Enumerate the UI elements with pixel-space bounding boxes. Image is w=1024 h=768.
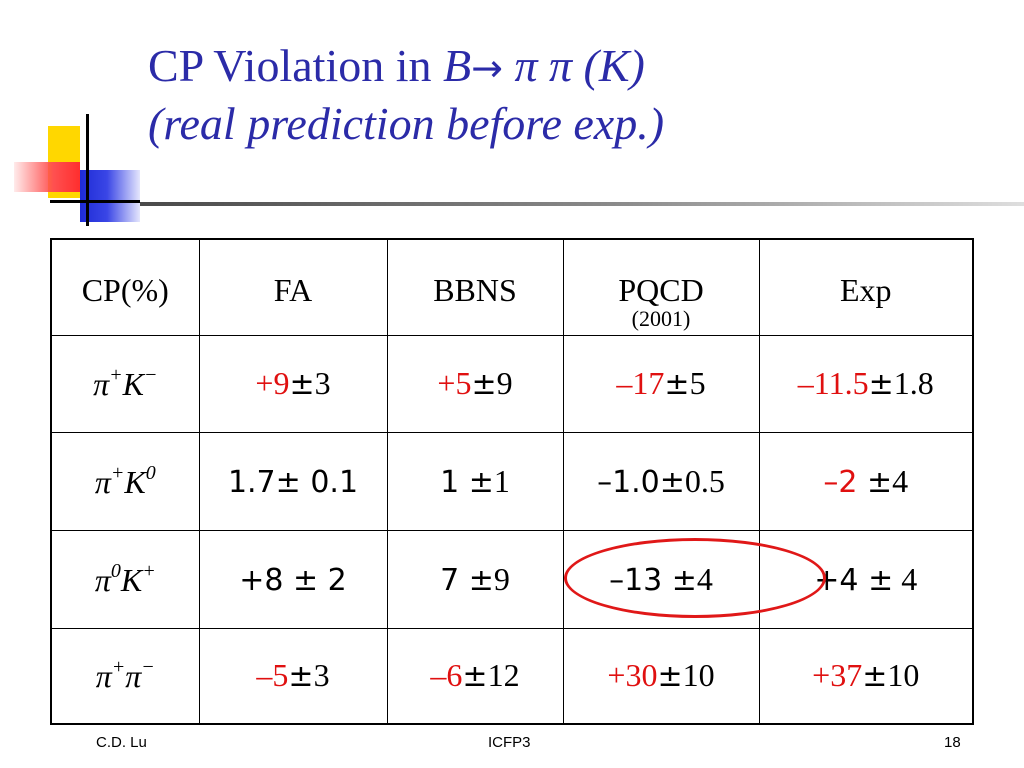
cell-fa: +9±3 bbox=[198, 334, 388, 433]
table-row: π0K+ +8 ± 2 7 ±9 –13 ±4 +4 ± 4 bbox=[50, 529, 974, 629]
title-prefix: CP Violation in bbox=[148, 40, 444, 91]
title-subtitle: (real prediction before exp.) bbox=[148, 98, 665, 149]
cell-pqcd: –1.0±0.5 bbox=[562, 431, 760, 531]
arrow-icon: → bbox=[471, 46, 503, 90]
slide-title: CP Violation in B→ π π (K) (real predict… bbox=[148, 38, 664, 152]
decor-blue-square bbox=[80, 170, 140, 222]
header-pqcd-year: (2001) bbox=[631, 306, 691, 331]
row-label: π+K− bbox=[50, 334, 200, 433]
row-label: π+K0 bbox=[50, 431, 200, 531]
row-label: π+π− bbox=[50, 627, 200, 725]
cell-exp: +4 ± 4 bbox=[758, 529, 974, 629]
table-row: π+π− –5±3 –6±12 +30±10 +37±10 bbox=[50, 627, 974, 725]
cell-fa: 1.7± 0.1 bbox=[198, 431, 388, 531]
title-b-meson: B bbox=[443, 40, 472, 91]
page-number: 18 bbox=[944, 734, 961, 751]
cell-pqcd: –13 ±4 bbox=[562, 529, 760, 629]
cell-bbns: 7 ±9 bbox=[386, 529, 564, 629]
decor-red-bar bbox=[14, 162, 80, 192]
cell-pqcd: +30±10 bbox=[562, 627, 760, 725]
title-final-state: π π (K) bbox=[502, 40, 645, 91]
footer-author: C.D. Lu bbox=[96, 734, 147, 751]
cell-fa: –5±3 bbox=[198, 627, 388, 725]
cell-exp: –2 ±4 bbox=[758, 431, 974, 531]
row-label: π0K+ bbox=[50, 529, 200, 629]
footer-event: ICFP3 bbox=[488, 734, 531, 751]
cell-bbns: –6±12 bbox=[386, 627, 564, 725]
header-fa: FA bbox=[198, 238, 388, 336]
decor-vertical-line bbox=[86, 114, 89, 226]
cell-pqcd: –17±5 bbox=[562, 334, 760, 433]
table-row: π+K− +9±3 +5±9 –17±5 –11.5±1.8 bbox=[50, 334, 974, 433]
header-cp: CP(%) bbox=[50, 238, 200, 336]
header-bbns: BBNS bbox=[386, 238, 564, 336]
table-header-row: CP(%) FA BBNS PQCD (2001) Exp bbox=[50, 238, 974, 336]
cp-asymmetry-table: CP(%) FA BBNS PQCD (2001) Exp π+K− +9±3 +… bbox=[50, 238, 974, 725]
cell-bbns: +5±9 bbox=[386, 334, 564, 433]
cell-exp: –11.5±1.8 bbox=[758, 334, 974, 433]
cell-bbns: 1 ±1 bbox=[386, 431, 564, 531]
table-row: π+K0 1.7± 0.1 1 ±1 –1.0±0.5 –2 ±4 bbox=[50, 431, 974, 531]
cell-exp: +37±10 bbox=[758, 627, 974, 725]
header-exp: Exp bbox=[758, 238, 974, 336]
header-pqcd: PQCD (2001) bbox=[562, 238, 760, 336]
cell-fa: +8 ± 2 bbox=[198, 529, 388, 629]
title-rule bbox=[140, 202, 1024, 206]
decor-horizontal-line bbox=[50, 200, 140, 203]
